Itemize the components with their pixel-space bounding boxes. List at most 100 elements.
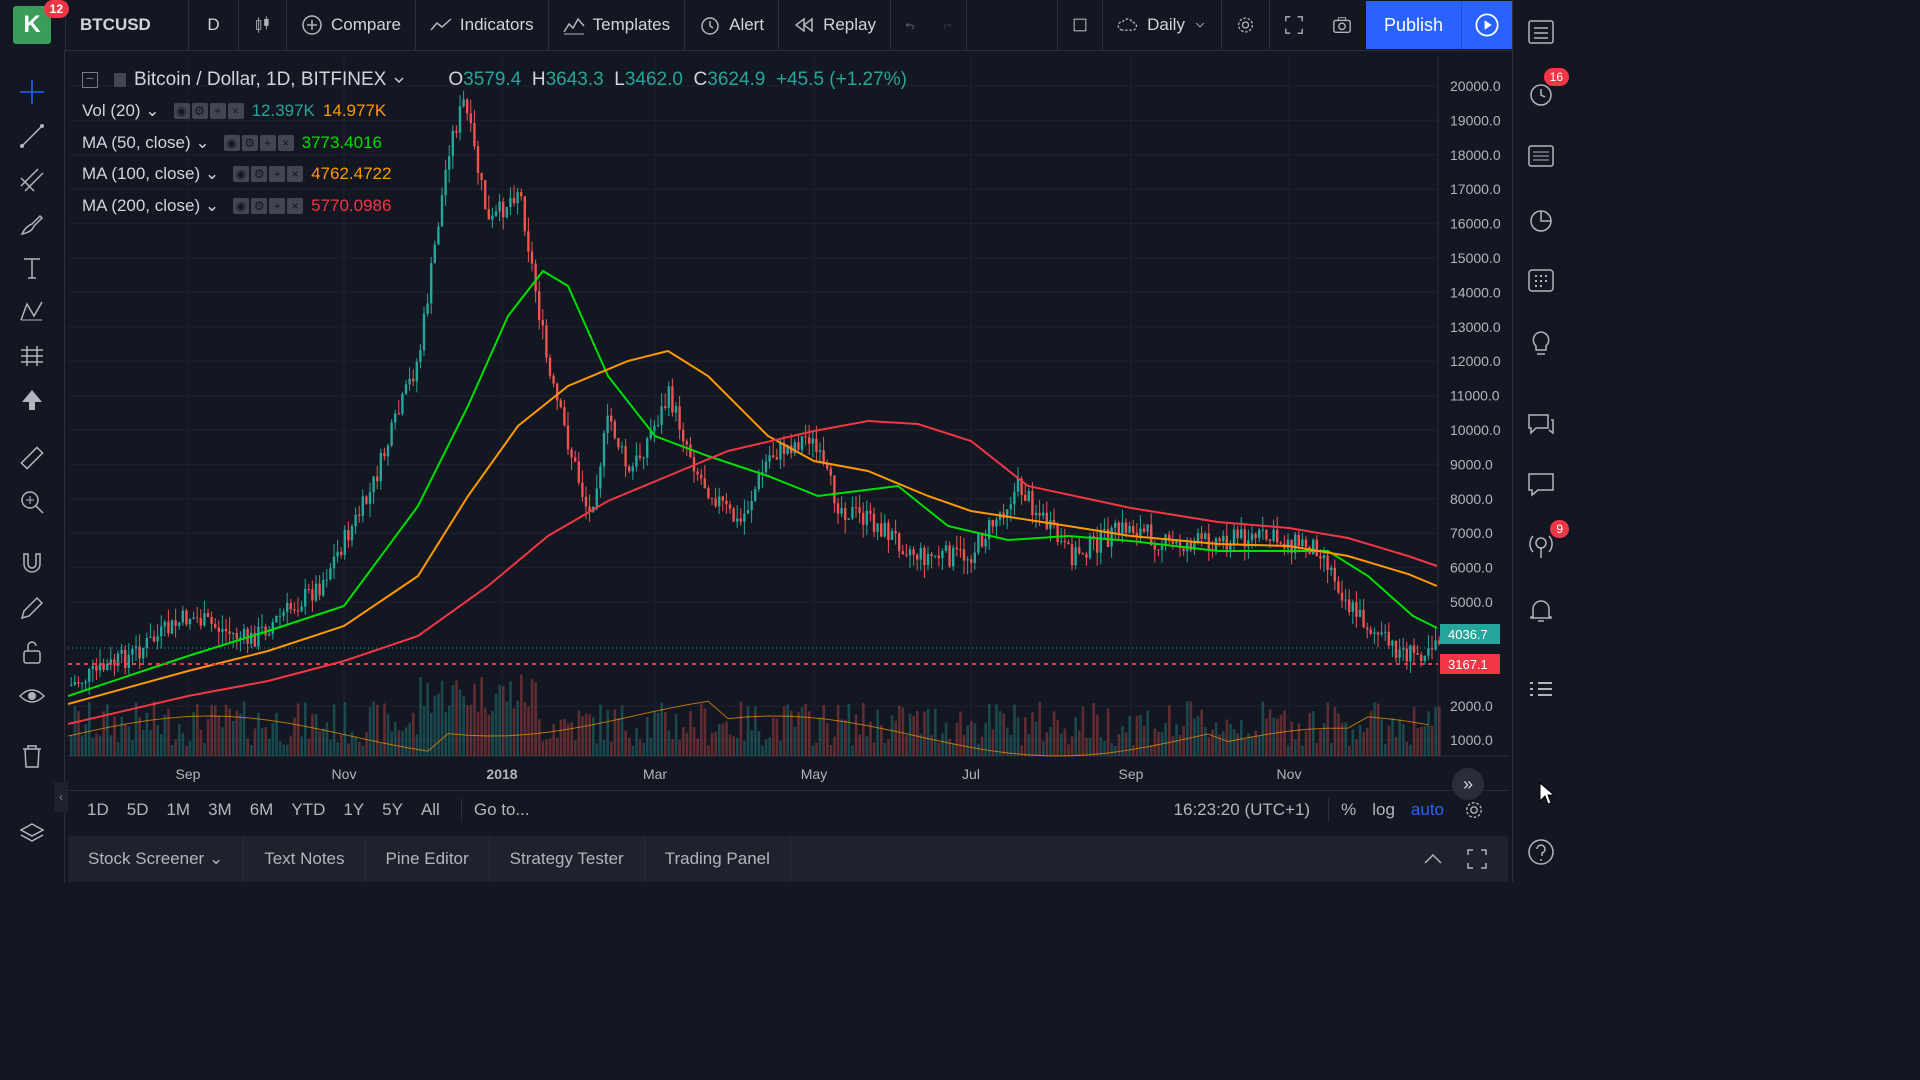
range-button[interactable]: YTD: [291, 799, 326, 819]
range-button[interactable]: 5Y: [382, 799, 403, 819]
text-tool[interactable]: [16, 252, 48, 284]
range-button[interactable]: 1D: [87, 799, 109, 819]
study-control-button[interactable]: ⚙: [251, 166, 268, 183]
chevron-up-icon[interactable]: [1422, 848, 1444, 870]
range-button[interactable]: 3M: [208, 799, 232, 819]
fullscreen-button[interactable]: [1270, 0, 1318, 50]
range-button[interactable]: 5D: [126, 799, 149, 819]
study-controls[interactable]: ◉ ⚙ + ×: [223, 134, 294, 151]
auto-toggle[interactable]: auto: [1410, 799, 1444, 819]
study-control-button[interactable]: ×: [287, 197, 304, 214]
study-control-button[interactable]: ⚙: [241, 134, 258, 151]
study-control-button[interactable]: ×: [277, 134, 294, 151]
notifications-button[interactable]: [1525, 594, 1557, 626]
legend-title[interactable]: Bitcoin / Dollar, 1D, BITFINEX: [134, 68, 387, 90]
indicators-button[interactable]: Indicators: [416, 0, 549, 50]
symbol-search[interactable]: BTCUSD: [65, 0, 189, 50]
arrow-up-tool[interactable]: [16, 384, 48, 416]
watchlist-button[interactable]: [1525, 16, 1557, 48]
redo-button[interactable]: [929, 0, 967, 50]
study-control-button[interactable]: +: [259, 134, 276, 151]
hide-drawings-tool[interactable]: [16, 680, 48, 712]
data-window-button[interactable]: [1525, 140, 1557, 172]
publish-play-button[interactable]: [1461, 1, 1512, 49]
ideas-button[interactable]: [1525, 328, 1557, 360]
percent-toggle[interactable]: %: [1341, 799, 1357, 819]
fib-tool[interactable]: [16, 164, 48, 196]
study-controls[interactable]: ◉ ⚙ + ×: [233, 197, 304, 214]
collapse-toolbar-button[interactable]: ‹: [54, 782, 68, 812]
zoom-tool[interactable]: [16, 486, 48, 518]
study-name[interactable]: MA (50, close) ⌄: [82, 132, 210, 152]
chevron-down-icon[interactable]: [394, 75, 404, 85]
study-name[interactable]: MA (200, close) ⌄: [82, 195, 220, 215]
price-chart[interactable]: 20000.0 19000.0 18000.0 17000.0 16000.0 15000…: [68, 56, 1508, 790]
layout-square-button[interactable]: [1057, 0, 1104, 50]
study-control-button[interactable]: +: [209, 103, 226, 120]
scroll-to-realtime-button[interactable]: »: [1452, 768, 1484, 800]
prediction-tool[interactable]: [16, 340, 48, 372]
publish-button[interactable]: Publish: [1365, 1, 1461, 49]
study-control-button[interactable]: ◉: [223, 134, 240, 151]
log-toggle[interactable]: log: [1372, 799, 1395, 819]
settings-button[interactable]: [1222, 0, 1270, 50]
panel-tab[interactable]: Stock Screener ⌄: [68, 836, 245, 882]
alerts-button[interactable]: 16: [1525, 68, 1569, 110]
messages-button[interactable]: [1525, 468, 1557, 500]
maximize-icon[interactable]: [1466, 848, 1488, 870]
panel-tab[interactable]: Trading Panel: [645, 836, 791, 882]
panel-tab[interactable]: Strategy Tester: [490, 836, 645, 882]
interval-button[interactable]: D: [189, 0, 239, 50]
study-controls[interactable]: ◉ ⚙ + ×: [233, 166, 304, 183]
order-panel-button[interactable]: [1525, 672, 1557, 704]
app-logo[interactable]: K 12: [13, 0, 69, 44]
study-control-button[interactable]: +: [269, 197, 286, 214]
chart-area[interactable]: 20000.0 19000.0 18000.0 17000.0 16000.0 15000…: [68, 56, 1508, 826]
calendar-button[interactable]: [1525, 264, 1557, 296]
panel-tab[interactable]: Text Notes: [244, 836, 366, 882]
chart-type-button[interactable]: [239, 0, 287, 50]
study-name[interactable]: MA (100, close) ⌄: [82, 164, 220, 184]
lock-tool[interactable]: [16, 636, 48, 668]
layout-save-button[interactable]: Daily: [1103, 0, 1222, 50]
templates-button[interactable]: Templates: [549, 0, 686, 50]
study-controls[interactable]: ◉ ⚙ + ×: [173, 103, 244, 120]
study-legend-row[interactable]: MA (50, close) ⌄ ◉ ⚙ + × 3773.4016: [82, 127, 907, 159]
clock-timezone[interactable]: 16:23:20 (UTC+1): [1173, 799, 1311, 819]
study-control-button[interactable]: ×: [227, 103, 244, 120]
range-button[interactable]: 6M: [249, 799, 274, 819]
collapse-legend-button[interactable]: −: [82, 71, 98, 88]
compare-button[interactable]: Compare: [287, 0, 416, 50]
streams-button[interactable]: 9: [1525, 520, 1569, 562]
pattern-tool[interactable]: [16, 296, 48, 328]
panel-tab[interactable]: Pine Editor: [366, 836, 490, 882]
trendline-tool[interactable]: [16, 120, 48, 152]
stay-drawing-tool[interactable]: [16, 592, 48, 624]
range-button[interactable]: 1Y: [343, 799, 365, 819]
study-control-button[interactable]: ⚙: [191, 103, 208, 120]
study-legend-row[interactable]: MA (200, close) ⌄ ◉ ⚙ + × 5770.0986: [82, 190, 907, 222]
study-control-button[interactable]: ◉: [233, 166, 250, 183]
hotlist-button[interactable]: [1525, 204, 1557, 236]
range-button[interactable]: 1M: [166, 799, 191, 819]
study-legend-row[interactable]: MA (100, close) ⌄ ◉ ⚙ + × 4762.4722: [82, 159, 907, 191]
ruler-tool[interactable]: [16, 442, 48, 474]
study-control-button[interactable]: ×: [287, 166, 304, 183]
study-name[interactable]: Vol (20) ⌄: [82, 101, 160, 121]
undo-button[interactable]: [891, 0, 929, 50]
range-button[interactable]: All: [420, 799, 440, 819]
crosshair-tool[interactable]: [16, 76, 48, 108]
brush-tool[interactable]: [16, 208, 48, 240]
alert-button[interactable]: Alert: [685, 0, 780, 50]
help-button[interactable]: [1525, 836, 1557, 868]
study-legend-row[interactable]: Vol (20) ⌄ ◉ ⚙ + × 12.397K 14.977K: [82, 96, 907, 128]
screenshot-button[interactable]: [1318, 0, 1366, 50]
replay-button[interactable]: Replay: [779, 0, 891, 50]
gear-icon[interactable]: [1464, 800, 1484, 820]
study-control-button[interactable]: ⚙: [251, 197, 268, 214]
goto-button[interactable]: Go to...: [473, 799, 530, 819]
magnet-tool[interactable]: [16, 548, 48, 580]
chats-button[interactable]: [1525, 408, 1557, 440]
remove-drawings-tool[interactable]: [16, 740, 48, 772]
study-control-button[interactable]: +: [269, 166, 286, 183]
